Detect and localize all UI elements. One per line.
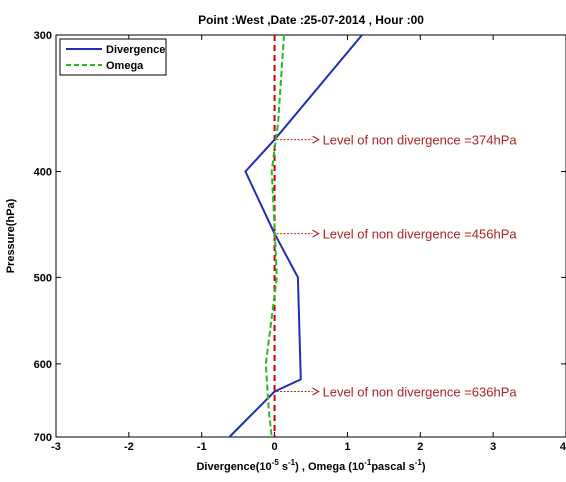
x-tick-label: 4 xyxy=(560,441,566,453)
y-axis-label: Pressure(hPa) xyxy=(5,198,17,273)
legend-label-omega: Omega xyxy=(106,60,144,72)
x-label-part-b: s xyxy=(279,461,288,473)
x-tick-label: -3 xyxy=(51,441,61,453)
x-tick-label: 0 xyxy=(272,441,278,453)
x-label-part-e: ) xyxy=(422,461,426,473)
legend: Divergence Omega xyxy=(60,39,166,75)
annotation-label: Level of non divergence =374hPa xyxy=(323,133,518,148)
chart-title: Point :West ,Date :25-07-2014 , Hour :00 xyxy=(198,13,424,27)
x-tick-label: 1 xyxy=(344,441,350,453)
y-tick-label: 500 xyxy=(34,272,52,284)
y-tick-label: 700 xyxy=(34,432,52,444)
x-tick-label: -1 xyxy=(197,441,207,453)
x-label-part-d: pascal s xyxy=(371,461,414,473)
x-tick-label: 3 xyxy=(490,441,496,453)
x-tick-label: 2 xyxy=(417,441,423,453)
annotation-label: Level of non divergence =636hPa xyxy=(323,385,518,400)
x-axis-label: Divergence(10-5 s-1) , Omega (10-1pascal… xyxy=(196,458,425,473)
x-label-part-a: Divergence(10 xyxy=(196,461,271,473)
annotation-label: Level of non divergence =456hPa xyxy=(323,227,518,242)
x-label-part-c: ) , Omega (10 xyxy=(295,461,364,473)
y-tick-label: 400 xyxy=(34,166,52,178)
legend-label-divergence: Divergence xyxy=(106,44,165,56)
y-tick-label: 600 xyxy=(34,359,52,371)
y-tick-label: 300 xyxy=(34,30,52,42)
x-tick-label: -2 xyxy=(124,441,134,453)
